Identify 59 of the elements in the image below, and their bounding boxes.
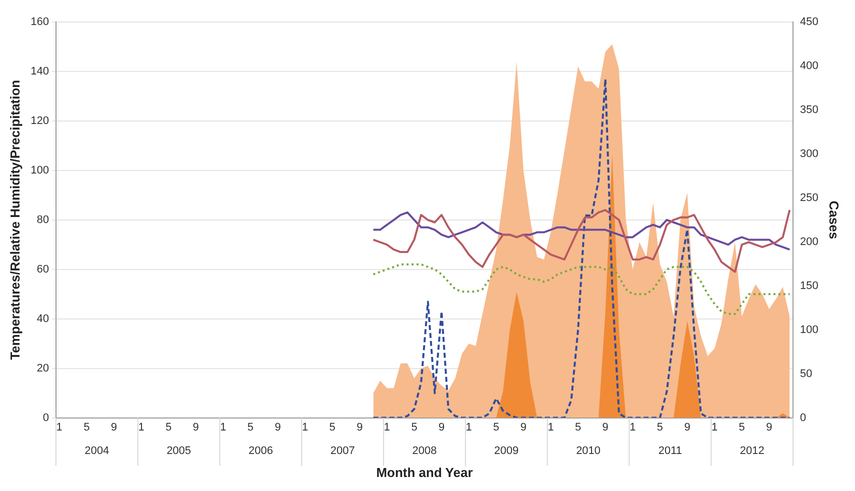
y-tick-label: 20 [36, 362, 49, 374]
x-tick-label: 1 [220, 421, 226, 434]
y-tick-label: 140 [30, 66, 49, 78]
x-tick-label: 1 [56, 421, 62, 434]
text: 2011 [658, 444, 682, 457]
y-axis-title: Temperatures/Relative Humidity/Precipitation [7, 80, 22, 360]
x-tick-label: 9 [110, 421, 118, 434]
x-tick-label: 1 [466, 421, 472, 434]
y2-tick-label: 250 [800, 192, 818, 204]
y-tick-label: 80 [36, 214, 49, 226]
x-tick-label: 5 [656, 421, 664, 434]
x-tick-label: 1 [384, 421, 390, 434]
x-tick-label: 9 [192, 421, 199, 434]
x-tick-label: 9 [274, 421, 281, 434]
x-tick-label: 5 [247, 421, 254, 434]
text: 2009 [494, 444, 519, 457]
x-tick-label: 5 [166, 421, 172, 434]
text: 2012 [740, 444, 764, 457]
line-series [372, 263, 791, 315]
y2-tick-label: 350 [800, 104, 818, 116]
y2-tick-label: 0 [800, 412, 806, 424]
text: 2006 [248, 444, 273, 457]
x-tick-label: 5 [493, 421, 500, 434]
y2-tick-label: 300 [800, 148, 818, 160]
x-tick-label: 5 [411, 421, 418, 434]
text: 2005 [166, 444, 192, 457]
y2-tick-label: 450 [800, 16, 818, 28]
x-tick-label: 9 [520, 421, 527, 434]
y2-tick-label: 50 [800, 368, 812, 380]
x-tick-label: 9 [684, 421, 690, 434]
y-tick-label: 120 [30, 114, 49, 127]
x-tick-label: 1 [138, 421, 144, 434]
y2-tick-label: 400 [800, 60, 818, 72]
x-tick-label: 1 [302, 421, 308, 434]
x-axis-title: Month and Year [376, 464, 473, 480]
y2-axis-title: Cases [826, 200, 842, 240]
y-tick-label: 0 [42, 412, 49, 424]
text: 2007 [330, 444, 355, 457]
text: 2008 [412, 444, 437, 457]
x-tick-label: 9 [356, 421, 363, 434]
y2-tick-label: 100 [800, 324, 818, 336]
y-tick-label: 160 [30, 16, 49, 28]
x-tick-label: 1 [712, 421, 718, 434]
x-tick-label: 9 [438, 421, 445, 434]
text: 2010 [576, 444, 601, 457]
text: 2004 [84, 444, 110, 457]
y-tick-label: 60 [36, 263, 49, 276]
y-tick-label: 100 [30, 164, 49, 176]
y-tick-label: 40 [36, 312, 49, 325]
x-tick-label: 9 [602, 421, 608, 434]
x-tick-label: 5 [738, 421, 745, 434]
y2-tick-label: 200 [800, 236, 818, 248]
x-tick-label: 5 [329, 421, 336, 434]
x-tick-label: 1 [548, 421, 554, 434]
x-tick-label: 1 [630, 421, 636, 434]
x-tick-label: 5 [84, 421, 90, 434]
x-tick-label: 9 [766, 421, 772, 434]
y2-tick-label: 150 [800, 280, 818, 292]
x-tick-label: 5 [575, 421, 582, 434]
